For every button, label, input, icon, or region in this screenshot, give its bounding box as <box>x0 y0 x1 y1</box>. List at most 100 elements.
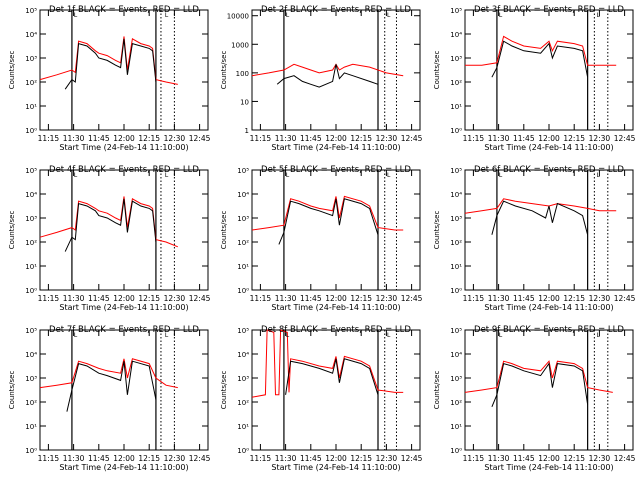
x-axis-label: Start Time (24-Feb-14 11:10:00) <box>271 303 400 312</box>
y-tick-label: 10² <box>25 399 37 407</box>
y-tick-label: 10¹ <box>450 103 462 111</box>
x-tick-label: 12:45 <box>614 454 636 463</box>
x-tick-label: 11:30 <box>488 454 510 463</box>
y-tick-label: 10⁴ <box>450 31 462 39</box>
x-tick-label: 12:45 <box>614 134 636 143</box>
y-tick-label: 10⁰ <box>25 287 37 295</box>
x-tick-label: 12:45 <box>401 454 423 463</box>
x-tick-label: 12:15 <box>563 294 585 303</box>
y-tick-label: 10⁵ <box>450 167 462 175</box>
y-tick-label: 10² <box>450 399 462 407</box>
x-axis-label: Start Time (24-Feb-14 11:10:00) <box>271 463 400 472</box>
y-tick-label: 10⁰ <box>450 447 462 455</box>
x-tick-label: 12:30 <box>589 134 611 143</box>
y-tick-label: 10² <box>237 239 249 247</box>
x-tick-label: 11:45 <box>300 294 322 303</box>
marker-label: L <box>286 172 290 179</box>
x-tick-label: 11:45 <box>300 134 322 143</box>
x-tick-label: 12:15 <box>138 134 160 143</box>
y-tick-label: 10⁴ <box>25 191 37 199</box>
x-tick-label: 12:30 <box>589 294 611 303</box>
y-tick-label: 10² <box>25 239 37 247</box>
x-tick-label: 11:15 <box>463 134 485 143</box>
y-tick-label: 10⁴ <box>450 191 462 199</box>
marker-label: L <box>74 172 78 179</box>
marker-label: L <box>597 12 601 19</box>
y-tick-label: 10⁵ <box>237 327 249 335</box>
marker-label: L <box>499 12 503 19</box>
chart-title: Det 9f BLACK = Events, RED = LLD <box>474 325 624 335</box>
y-axis-label: Counts/sec <box>8 211 16 250</box>
marker-label: L <box>597 172 601 179</box>
x-tick-label: 12:45 <box>189 294 211 303</box>
marker-label: L <box>286 12 290 19</box>
x-tick-label: 12:00 <box>113 294 135 303</box>
x-tick-label: 11:30 <box>275 454 297 463</box>
y-axis-label: Counts/sec <box>220 211 228 250</box>
x-tick-label: 12:15 <box>563 454 585 463</box>
y-tick-label: 10³ <box>25 55 37 63</box>
x-tick-label: 11:45 <box>300 454 322 463</box>
y-tick-label: 10⁴ <box>450 351 462 359</box>
y-tick-label: 10¹ <box>237 423 249 431</box>
x-tick-label: 12:15 <box>563 134 585 143</box>
y-tick-label: 10¹ <box>25 423 37 431</box>
x-axis-label: Start Time (24-Feb-14 11:10:00) <box>271 143 400 152</box>
x-tick-label: 12:00 <box>538 294 560 303</box>
y-tick-label: 10⁵ <box>450 7 462 15</box>
x-tick-label: 11:30 <box>488 294 510 303</box>
events-series-line <box>66 360 157 412</box>
x-tick-label: 11:30 <box>275 294 297 303</box>
marker-label: L <box>165 172 169 179</box>
x-axis-label: Start Time (24-Feb-14 11:10:00) <box>484 303 613 312</box>
events-series-line <box>64 38 157 90</box>
x-tick-label: 12:00 <box>113 454 135 463</box>
events-series-line <box>285 358 379 395</box>
y-axis-label: Counts/sec <box>220 51 228 90</box>
marker-label: L <box>597 332 601 339</box>
x-tick-label: 11:15 <box>463 454 485 463</box>
x-tick-label: 12:45 <box>401 294 423 303</box>
x-tick-label: 11:30 <box>275 134 297 143</box>
x-tick-label: 11:15 <box>250 134 272 143</box>
lld-series-line <box>39 196 178 248</box>
y-tick-label: 10¹ <box>450 263 462 271</box>
lld-series-line <box>464 360 613 393</box>
x-tick-label: 12:45 <box>189 134 211 143</box>
y-tick-label: 10⁰ <box>450 127 462 135</box>
plot-frame <box>251 9 421 131</box>
y-tick-label: 10⁰ <box>25 447 37 455</box>
lld-series-line <box>251 329 404 398</box>
x-tick-label: 12:30 <box>164 454 186 463</box>
x-tick-label: 12:00 <box>538 454 560 463</box>
y-tick-label: 10⁵ <box>25 167 37 175</box>
y-axis-label: Counts/sec <box>8 371 16 410</box>
x-tick-label: 12:00 <box>325 134 347 143</box>
y-tick-label: 10⁰ <box>237 287 249 295</box>
y-tick-label: 10⁵ <box>25 327 37 335</box>
events-series-line <box>491 200 589 235</box>
y-axis-label: Counts/sec <box>433 211 441 250</box>
x-tick-label: 12:15 <box>350 134 372 143</box>
x-axis-label: Start Time (24-Feb-14 11:10:00) <box>59 303 188 312</box>
y-tick-label: 10¹ <box>25 103 37 111</box>
x-tick-label: 12:15 <box>350 294 372 303</box>
chart-title: Det 4f BLACK = Events, RED = LLD <box>49 165 199 175</box>
y-tick-label: 1000 <box>231 41 249 49</box>
y-tick-label: 10¹ <box>450 423 462 431</box>
x-tick-label: 12:45 <box>401 134 423 143</box>
y-tick-label: 10⁴ <box>25 351 37 359</box>
x-axis-label: Start Time (24-Feb-14 11:10:00) <box>59 143 188 152</box>
y-tick-label: 10¹ <box>237 263 249 271</box>
y-tick-label: 10⁰ <box>25 127 37 135</box>
x-tick-label: 11:15 <box>250 454 272 463</box>
x-tick-label: 12:00 <box>325 454 347 463</box>
x-tick-label: 11:15 <box>463 294 485 303</box>
x-tick-label: 12:30 <box>376 294 398 303</box>
marker-label: L <box>387 332 391 339</box>
x-tick-label: 11:45 <box>88 294 110 303</box>
